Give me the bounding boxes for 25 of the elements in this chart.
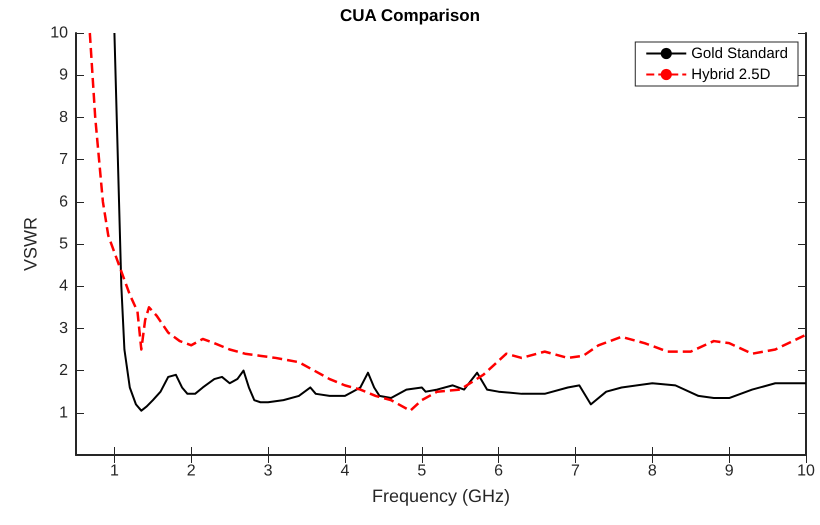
y-tick-label: 3 (59, 320, 68, 337)
y-tick-label: 1 (59, 404, 68, 422)
x-tick-label: 5 (417, 462, 426, 480)
legend-label: Hybrid 2.5D (691, 66, 771, 83)
x-tick-label: 4 (340, 462, 350, 480)
y-tick-label: 7 (59, 151, 68, 168)
x-tick-label: 9 (724, 462, 734, 480)
x-tick-label: 2 (186, 462, 196, 480)
x-tick-label: 8 (648, 462, 657, 480)
chart-title: CUA Comparison (340, 6, 480, 25)
y-tick-label: 5 (59, 236, 68, 252)
y-axis-title: VSWR (20, 217, 40, 271)
legend-label: Gold Standard (691, 45, 788, 62)
x-tick-label: 6 (494, 462, 504, 480)
y-tick-label: 9 (59, 66, 68, 84)
x-tick-label: 1 (110, 462, 119, 480)
y-tick-label: 8 (59, 108, 68, 126)
y-tick-label: 4 (59, 278, 68, 295)
y-tick-label: 2 (59, 362, 68, 380)
x-tick-label: 7 (571, 462, 580, 480)
x-axis-title: Frequency (GHz) (372, 486, 510, 506)
y-tick-label: 10 (50, 24, 68, 42)
y-tick-label: 6 (59, 193, 68, 210)
x-tick-label: 10 (797, 462, 815, 480)
x-tick-label: 3 (264, 462, 273, 480)
